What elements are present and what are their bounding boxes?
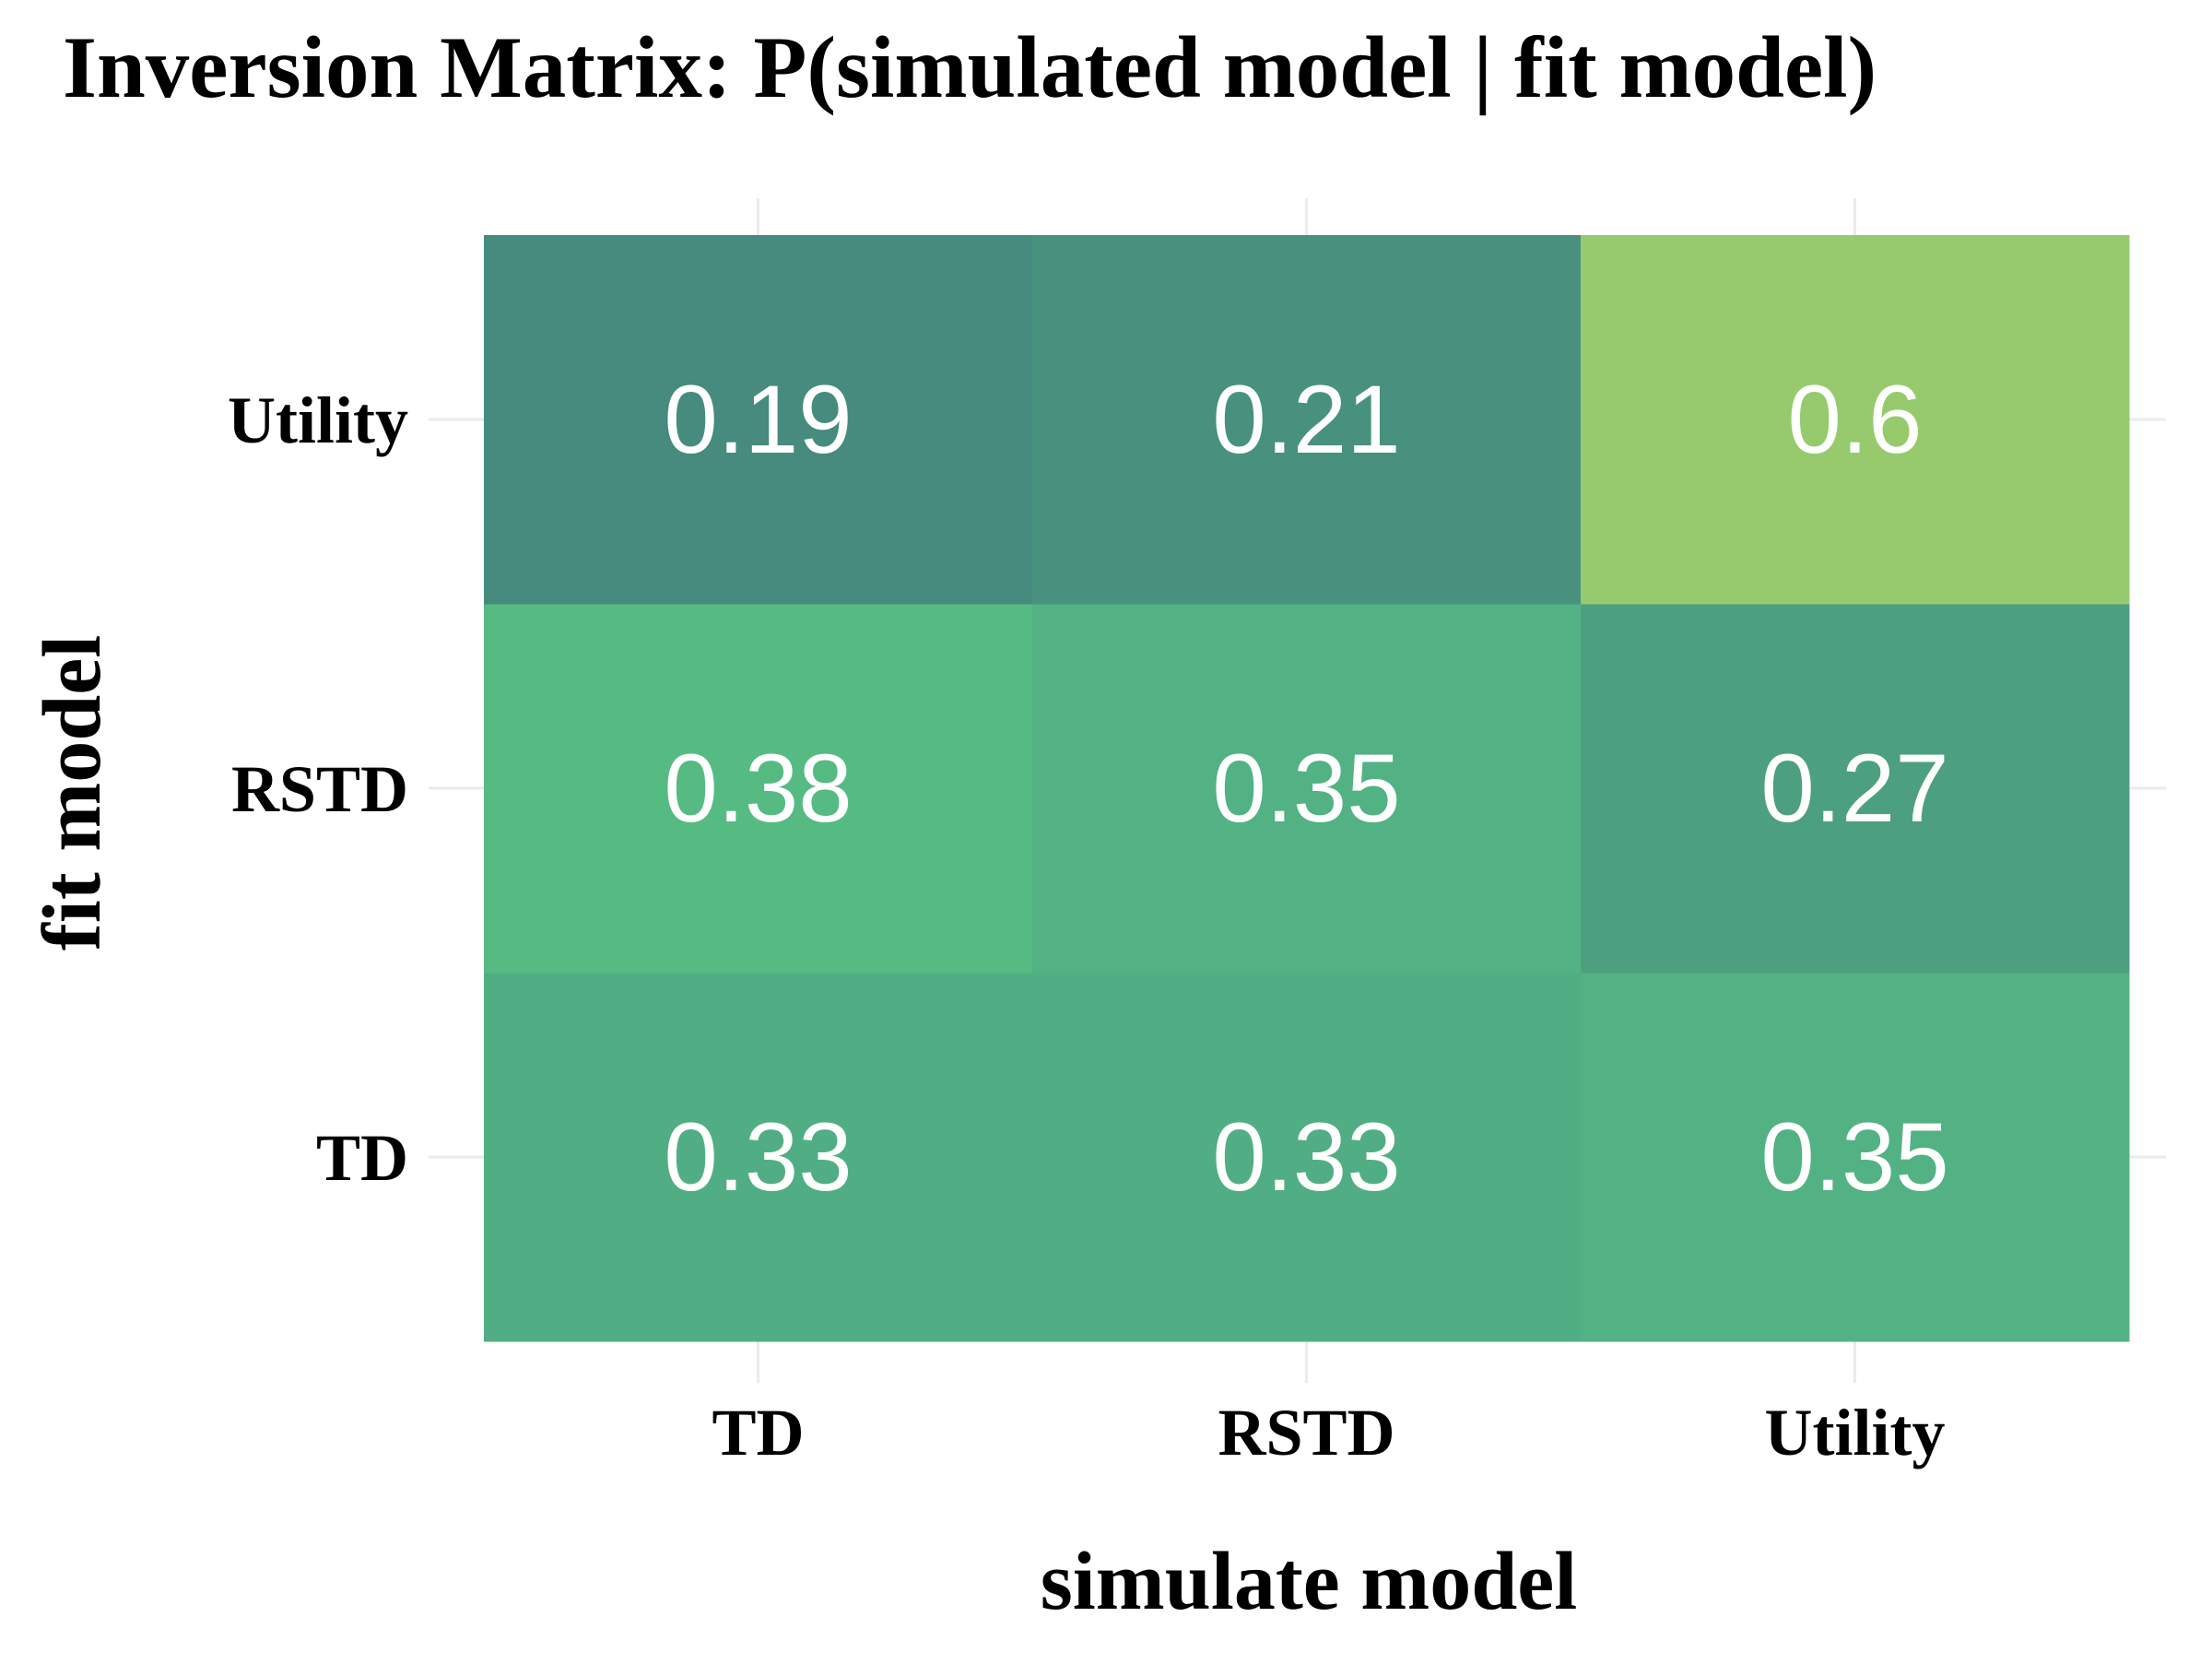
heatmap-cells <box>484 235 2130 1342</box>
x-axis-label: simulate model <box>1041 1536 1577 1627</box>
heatmap-cell <box>1032 235 1582 605</box>
y-tick-label: Utility <box>228 384 408 457</box>
heatmap-cell <box>1581 235 2130 605</box>
cell-value-label: 0.27 <box>1760 735 1948 843</box>
cell-value-label: 0.21 <box>1212 366 1400 474</box>
heatmap-cell <box>484 235 1033 605</box>
x-tick-label: Utility <box>1765 1396 1946 1469</box>
y-tick-label: RSTD <box>231 752 408 826</box>
cell-value-label: 0.38 <box>664 735 852 843</box>
heatmap-cell <box>1032 973 1582 1342</box>
heatmap-cell <box>1581 604 2130 974</box>
heatmap-cell <box>1581 973 2130 1342</box>
cell-value-label: 0.35 <box>1212 735 1400 843</box>
heatmap-cell <box>484 973 1033 1342</box>
y-axis-ticks: TD RSTD Utility <box>228 384 408 1195</box>
cell-value-label: 0.35 <box>1760 1103 1948 1211</box>
chart-title: Inversion Matrix: P(simulated model | fi… <box>63 18 1877 116</box>
cell-value-labels: 0.33 0.33 0.35 0.38 0.35 0.27 0.19 0.21 0.6 <box>664 366 1948 1211</box>
x-axis-ticks: TD RSTD Utility <box>712 1396 1945 1469</box>
cell-value-label: 0.33 <box>664 1103 852 1211</box>
x-tick-label: TD <box>712 1396 804 1469</box>
x-tick-label: RSTD <box>1218 1396 1394 1469</box>
cell-value-label: 0.33 <box>1212 1103 1400 1211</box>
y-tick-label: TD <box>316 1121 408 1195</box>
cell-value-label: 0.19 <box>664 366 852 474</box>
heatmap-cell <box>1032 604 1582 974</box>
y-axis-label: fit model <box>27 635 118 950</box>
cell-value-label: 0.6 <box>1788 366 1923 474</box>
heatmap-cell <box>484 604 1033 974</box>
